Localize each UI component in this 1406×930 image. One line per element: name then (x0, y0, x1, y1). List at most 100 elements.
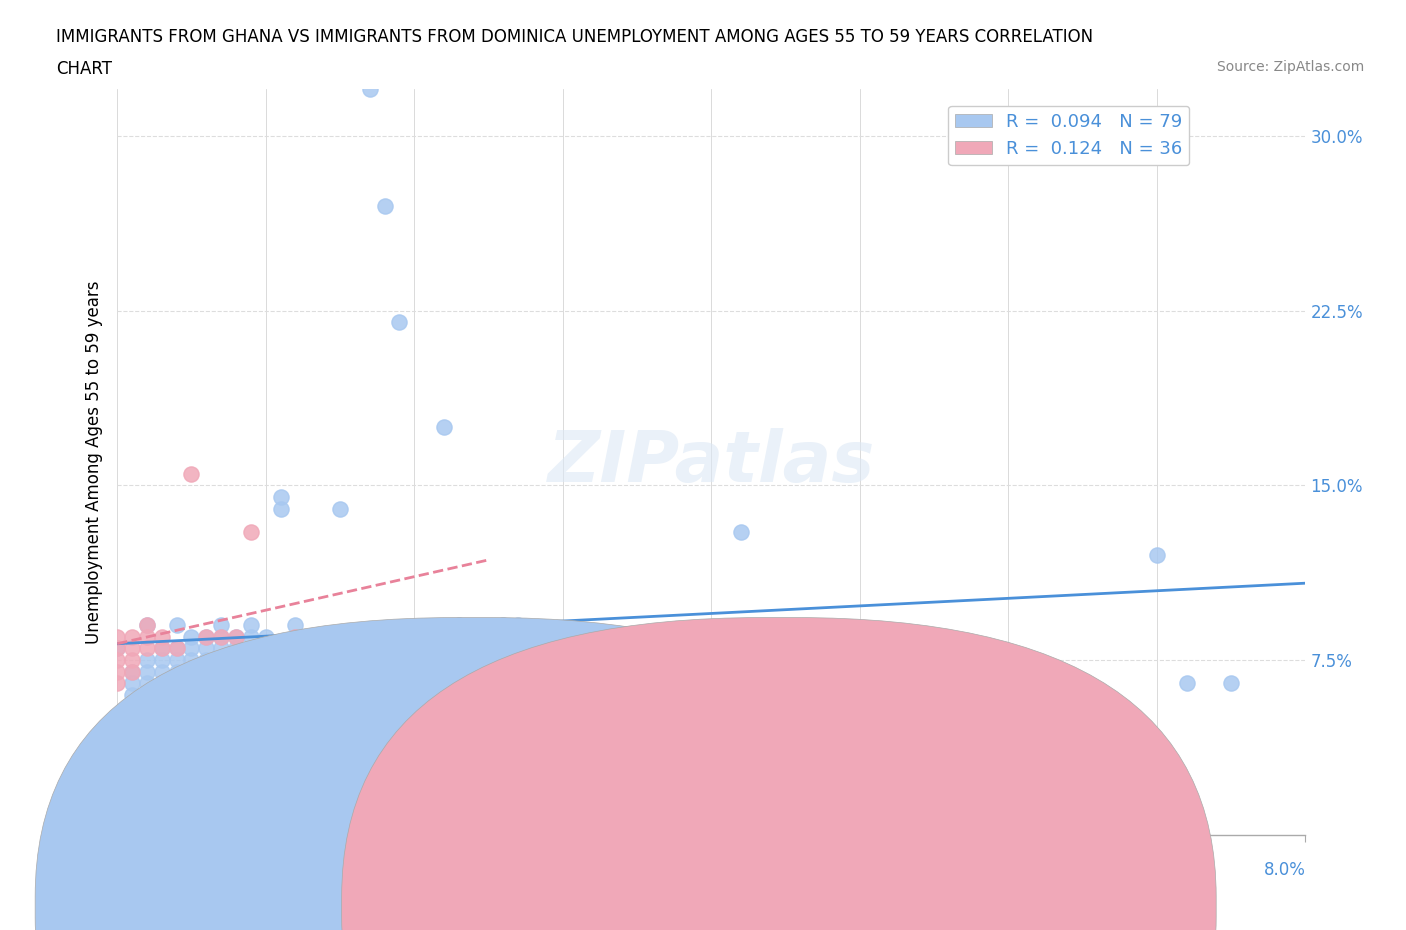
Point (135, 687, 157, 702)
Point (209, 630, 232, 644)
Point (105, 641, 128, 656)
Point (135, 618, 157, 632)
Point (180, 641, 202, 656)
Point (166, 641, 188, 656)
Point (641, 780, 664, 795)
Point (135, 641, 157, 656)
Point (195, 641, 218, 656)
Point (359, 82, 381, 97)
Point (121, 664, 143, 679)
Point (447, 630, 470, 644)
Point (745, 641, 768, 656)
Point (135, 653, 157, 668)
Point (195, 630, 218, 644)
Point (404, 653, 426, 668)
Point (359, 630, 381, 644)
Point (551, 676, 574, 691)
Point (254, 641, 277, 656)
Point (239, 630, 262, 644)
Point (225, 653, 247, 668)
Point (343, 641, 366, 656)
Point (121, 676, 143, 691)
Point (626, 676, 648, 691)
Point (626, 780, 648, 795)
Point (135, 676, 157, 691)
Point (254, 641, 277, 656)
Point (329, 676, 352, 691)
Point (150, 641, 173, 656)
Point (150, 653, 173, 668)
Point (254, 630, 277, 644)
Point (135, 664, 157, 679)
Point (893, 676, 915, 691)
Point (388, 315, 411, 330)
Point (225, 641, 247, 656)
Point (418, 630, 440, 644)
Point (522, 641, 544, 656)
Point (135, 618, 157, 632)
Point (284, 630, 307, 644)
Point (195, 664, 218, 679)
Point (150, 664, 173, 679)
Point (209, 618, 232, 632)
Point (700, 630, 723, 644)
Point (477, 653, 499, 668)
Point (150, 630, 173, 644)
Point (150, 641, 173, 656)
Point (477, 676, 499, 691)
Text: IMMIGRANTS FROM GHANA VS IMMIGRANTS FROM DOMINICA UNEMPLOYMENT AMONG AGES 55 TO : IMMIGRANTS FROM GHANA VS IMMIGRANTS FROM… (56, 28, 1094, 46)
Point (270, 501, 292, 516)
Point (121, 699, 143, 714)
Point (105, 653, 128, 668)
Point (655, 653, 678, 668)
Point (225, 630, 247, 644)
Text: CHART: CHART (56, 60, 112, 78)
Point (121, 687, 143, 702)
Point (433, 419, 456, 434)
Point (239, 618, 262, 632)
Point (135, 630, 157, 644)
Point (1220, 676, 1243, 691)
Point (997, 676, 1019, 691)
Point (166, 653, 188, 668)
Point (373, 198, 395, 213)
Point (105, 630, 128, 644)
Point (775, 676, 797, 691)
Point (343, 630, 366, 644)
Point (447, 618, 470, 632)
Text: ZIPatlas: ZIPatlas (547, 428, 875, 497)
Point (195, 630, 218, 644)
Point (166, 664, 188, 679)
Point (1146, 548, 1168, 563)
Point (730, 525, 752, 539)
Point (180, 630, 202, 644)
Point (195, 676, 218, 691)
Point (166, 676, 188, 691)
Point (105, 641, 128, 656)
Point (477, 687, 499, 702)
Text: Immigrants from Ghana: Immigrants from Ghana (434, 892, 634, 910)
Point (284, 618, 307, 632)
Point (522, 653, 544, 668)
Point (284, 653, 307, 668)
Point (209, 641, 232, 656)
Point (849, 664, 872, 679)
Point (121, 653, 143, 668)
Point (404, 734, 426, 749)
Text: 8.0%: 8.0% (1264, 861, 1305, 879)
Point (166, 676, 188, 691)
Point (343, 630, 366, 644)
Point (299, 653, 322, 668)
Point (329, 501, 352, 516)
Point (270, 489, 292, 504)
Point (225, 630, 247, 644)
Point (508, 618, 530, 632)
Point (121, 664, 143, 679)
Point (508, 630, 530, 644)
Point (105, 664, 128, 679)
Point (581, 641, 603, 656)
Legend: R =  0.094   N = 79, R =  0.124   N = 36: R = 0.094 N = 79, R = 0.124 N = 36 (948, 106, 1189, 166)
Point (1175, 676, 1198, 691)
Point (180, 653, 202, 668)
Point (433, 734, 456, 749)
